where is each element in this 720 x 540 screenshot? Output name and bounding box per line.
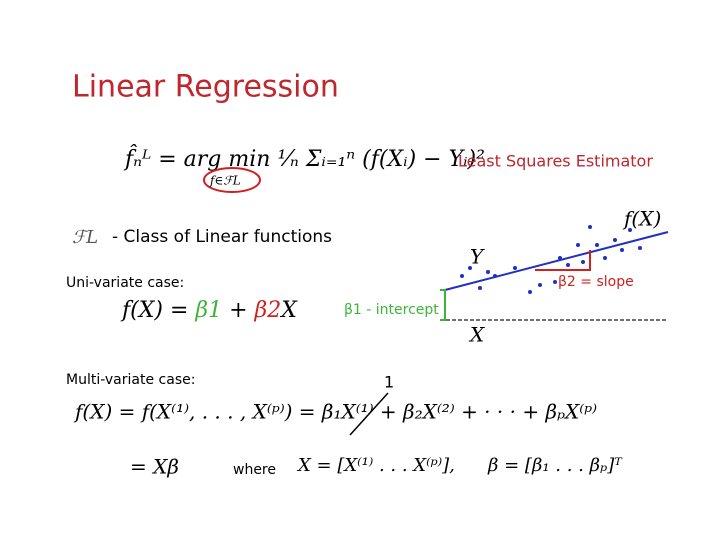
slide-title: Linear Regression bbox=[72, 70, 339, 105]
estimator-constraint: f∈ℱL bbox=[209, 174, 241, 188]
multivariate-formula: f(X) = f(X⁽¹⁾, . . . , X⁽ᵖ⁾) = β₁X⁽¹⁾ + … bbox=[73, 400, 597, 424]
y-label: Y bbox=[470, 245, 485, 269]
univariate-formula: f(X) = β1 + β2X bbox=[120, 298, 298, 323]
scatter-points bbox=[460, 225, 642, 294]
formula-part: f(X) = bbox=[120, 298, 195, 323]
beta2: β2 bbox=[254, 298, 282, 323]
formula-part: X bbox=[279, 298, 298, 323]
slope-label: β2 = slope bbox=[558, 274, 634, 290]
class-symbol: ℱL bbox=[72, 227, 98, 248]
formula-part: + bbox=[222, 298, 254, 323]
intercept-label: β1 - intercept bbox=[344, 302, 439, 318]
x-definition: X = [X⁽¹⁾ . . . X⁽ᵖ⁾], bbox=[296, 455, 455, 476]
annotation-arrow bbox=[349, 392, 389, 436]
annotation: 1 bbox=[384, 373, 394, 392]
fit-line bbox=[444, 231, 669, 291]
where-text: where bbox=[233, 462, 276, 478]
intercept-bracket bbox=[440, 289, 446, 321]
beta1: β1 bbox=[194, 298, 222, 323]
univariate-heading: Uni-variate case: bbox=[66, 275, 184, 291]
x-label: X bbox=[468, 323, 485, 347]
multivariate-heading: Multi-variate case: bbox=[66, 372, 195, 388]
f-label: f(X) bbox=[622, 207, 661, 231]
slope-triangle bbox=[535, 250, 591, 271]
class-text: - Class of Linear functions bbox=[112, 227, 332, 247]
estimator-label: Least Squares Estimator bbox=[458, 152, 653, 171]
estimator-formula: f̂ₙᴸ = arg min ¹⁄ₙ Σᵢ₌₁ⁿ (f(Xᵢ) − Yᵢ)² bbox=[123, 145, 485, 172]
matrix-form: = Xβ bbox=[130, 455, 179, 479]
beta-definition: β = [β₁ . . . βₚ]ᵀ bbox=[487, 455, 623, 476]
constraint-circle bbox=[203, 167, 261, 193]
regression-plot: Y X f(X) β1 - intercept β2 = slope bbox=[344, 207, 669, 347]
